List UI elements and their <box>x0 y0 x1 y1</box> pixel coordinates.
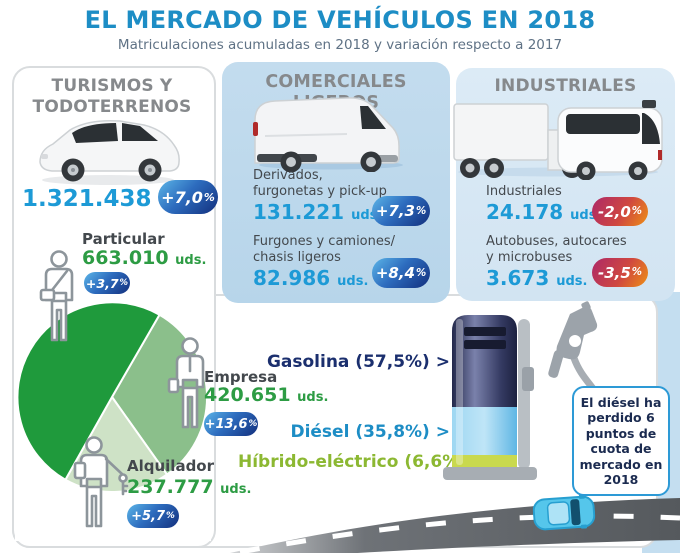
empresa-delta-badge: +13,6% <box>204 412 258 436</box>
comerciales-item2-number: 82.986 <box>253 266 331 290</box>
fuel-diesel-label: Diésel (35,8%) > <box>290 422 450 442</box>
industriales-item2-label2: y microbuses <box>486 250 573 265</box>
particular-number: 663.010 <box>82 247 169 269</box>
industriales-item2-label: Autobuses, autocares y microbuses <box>486 234 627 266</box>
turismos-delta-badge: +7,0% <box>158 180 218 214</box>
alquilador-label: Alquilador <box>127 457 215 475</box>
turismos-title-line1: TURISMOS Y <box>51 76 173 96</box>
comerciales-item1-label2: furgonetas y pick-up <box>253 184 387 199</box>
industriales-item2-number: 3.673 <box>486 266 550 290</box>
industriales-item1-label: Industriales <box>486 184 562 200</box>
page-title-text: EL MERCADO DE VEHÍCULOS EN <box>84 6 528 34</box>
turismos-title: TURISMOS Y TODOTERRENOS <box>18 76 206 118</box>
comerciales-item1-label1: Derivados, <box>253 168 323 183</box>
percent-sign: % <box>631 206 643 217</box>
fuel-gasolina-label: Gasolina (57,5%) > <box>266 352 450 372</box>
comerciales-item2-value: 82.986 uds. <box>253 266 368 290</box>
percent-sign: % <box>415 267 427 279</box>
turismos-delta: +7,0 <box>161 187 203 207</box>
pie-slice-particular <box>16 301 161 482</box>
alquilador-units: uds. <box>220 482 252 497</box>
person-particular-icon <box>39 250 74 342</box>
industriales-item2-value: 3.673 uds. <box>486 266 587 290</box>
alquilador-value: 237.777 uds. <box>127 476 251 498</box>
industriales-item1-delta: -2,0 <box>597 202 631 221</box>
comerciales-item2-label: Furgones y camiones/ chasis ligeros <box>253 234 395 266</box>
truck-bus-illustration <box>453 100 663 180</box>
page-title-year: 2018 <box>527 6 596 34</box>
comerciales-item2-label2: chasis ligeros <box>253 250 341 265</box>
industriales-title: INDUSTRIALES <box>494 76 637 96</box>
empresa-label: Empresa <box>204 368 278 386</box>
comerciales-item1-number: 131.221 <box>253 200 345 224</box>
particular-delta-badge: +3,7% <box>84 272 130 294</box>
turismos-value-number: 1.321.438 <box>22 186 152 212</box>
empresa-number: 420.651 <box>204 384 291 406</box>
industriales-item2-delta-badge: -3,5% <box>592 258 648 287</box>
pie-slice-empresa <box>110 313 208 476</box>
industriales-item2-delta: -3,5 <box>597 263 631 282</box>
industriales-item1-value: 24.178 uds. <box>486 200 601 224</box>
fuel-hibrido-label: Híbrido-eléctrico (6,6%) > <box>238 452 488 472</box>
comerciales-item2-delta-badge: +8,4% <box>372 258 430 288</box>
percent-sign: % <box>248 419 258 429</box>
percent-sign: % <box>631 267 643 278</box>
industriales-item1-delta-badge: -2,0% <box>592 197 648 226</box>
empresa-delta: +13,6 <box>204 416 248 432</box>
pump-hibrido-section <box>452 455 517 467</box>
page-subtitle: Matriculaciones acumuladas en 2018 y var… <box>117 37 563 53</box>
alquilador-number: 237.777 <box>127 476 214 498</box>
comerciales-item1-value: 131.221 uds. <box>253 200 382 224</box>
percent-sign: % <box>203 190 215 204</box>
turismos-title-line2: TODOTERRENOS <box>32 97 192 117</box>
comerciales-item2-label1: Furgones y camiones/ <box>253 234 396 249</box>
van-illustration <box>253 97 403 172</box>
percent-sign: % <box>166 511 175 521</box>
comerciales-item2-delta: +8,4 <box>375 264 415 282</box>
percent-sign: % <box>119 278 129 288</box>
industriales-item2-label1: Autobuses, autocares <box>486 234 627 249</box>
particular-label: Particular <box>82 230 165 248</box>
comerciales-item1-delta-badge: +7,3% <box>372 196 430 226</box>
industriales-item1-label1: Industriales <box>486 184 562 199</box>
diesel-note-box: El diésel ha perdido 6 puntos de cuota d… <box>572 386 670 496</box>
alquilador-delta-badge: +5,7% <box>127 504 179 528</box>
particular-value: 663.010 uds. <box>82 247 206 269</box>
empresa-value: 420.651 uds. <box>204 384 328 406</box>
empresa-units: uds. <box>297 390 329 405</box>
page-title: EL MERCADO DE VEHÍCULOS EN 2018 <box>0 6 680 34</box>
industriales-item1-number: 24.178 <box>486 200 564 224</box>
alquilador-delta: +5,7 <box>131 508 166 524</box>
industriales-item2-units: uds. <box>556 274 588 289</box>
particular-units: uds. <box>175 253 207 268</box>
car-top-view-icon <box>532 494 596 531</box>
pump-diesel-section <box>452 407 517 455</box>
fuel-pump-illustration <box>443 315 537 480</box>
car-illustration <box>39 119 180 185</box>
comerciales-item1-label: Derivados, furgonetas y pick-up <box>253 168 387 200</box>
comerciales-item2-units: uds. <box>337 274 369 289</box>
person-empresa-icon <box>167 337 205 429</box>
comerciales-item1-delta: +7,3 <box>375 202 415 220</box>
person-alquilador-icon <box>73 436 129 528</box>
percent-sign: % <box>415 205 427 217</box>
particular-delta: +3,7 <box>85 275 119 291</box>
